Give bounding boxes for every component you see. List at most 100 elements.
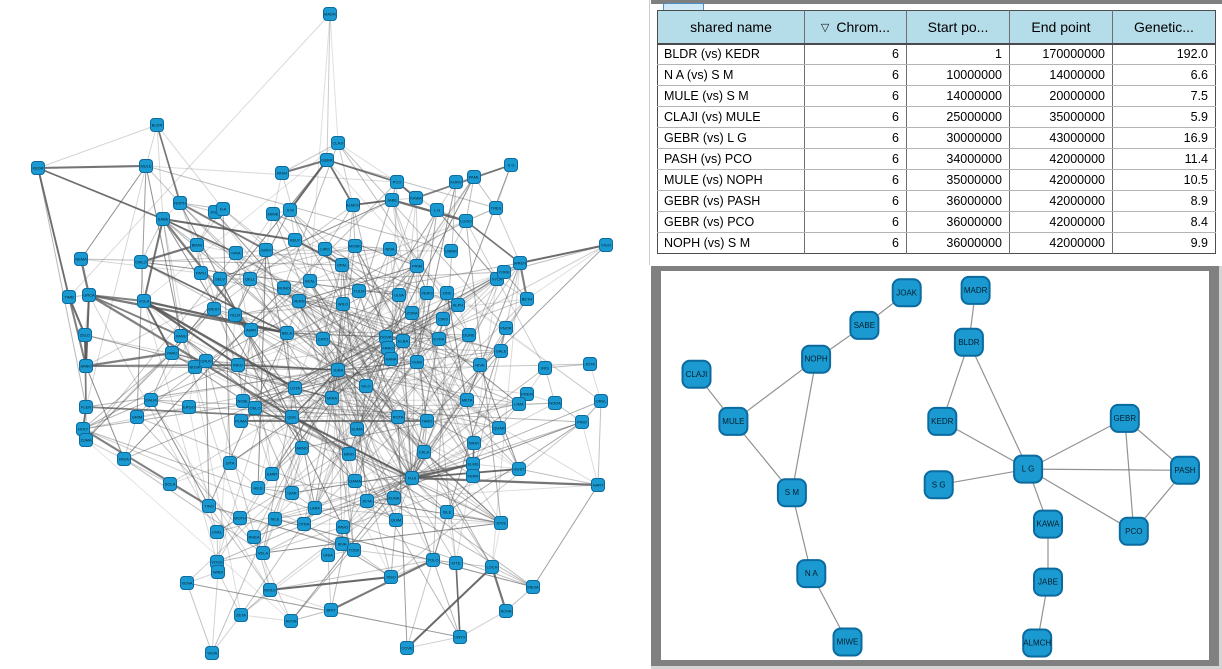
network-node[interactable]: NOVA xyxy=(499,604,513,618)
network-node[interactable]: QUAR xyxy=(492,421,506,435)
network-node[interactable]: KELP xyxy=(288,233,302,247)
network-node[interactable]: TRES xyxy=(489,201,503,215)
table-cell[interactable]: 42000000 xyxy=(1009,190,1113,212)
table-row[interactable]: MULE (vs) S M 6 14000000 20000000 7.5 xyxy=(657,85,1216,107)
network-node[interactable]: L G xyxy=(430,203,444,217)
network-node[interactable]: FNOR xyxy=(499,321,513,335)
network-node[interactable]: JURA xyxy=(331,363,345,377)
table-cell[interactable]: PASH (vs) PCO xyxy=(657,148,805,170)
network-node[interactable]: VERN xyxy=(292,294,306,308)
network-node[interactable]: UVAL xyxy=(210,525,224,539)
table-cell[interactable]: GEBR (vs) PASH xyxy=(657,190,805,212)
network-node[interactable]: XENA xyxy=(180,576,194,590)
network-node[interactable]: ONYX xyxy=(453,630,467,644)
network-node[interactable]: ALMCH xyxy=(346,198,360,212)
network-node[interactable]: KAWA xyxy=(409,191,423,205)
network-node[interactable]: KAWA xyxy=(1033,509,1063,539)
network-node[interactable]: EYRA xyxy=(432,332,446,346)
table-cell[interactable]: 35000000 xyxy=(906,169,1010,191)
network-node[interactable]: CLAJI xyxy=(681,359,712,389)
network-node[interactable]: JUNO xyxy=(259,243,273,257)
table-cell[interactable]: 8.9 xyxy=(1112,190,1216,212)
network-node[interactable]: CIRO xyxy=(436,312,450,326)
network-node[interactable]: ISLE xyxy=(440,505,454,519)
table-cell[interactable]: 192.0 xyxy=(1112,43,1216,65)
network-node[interactable]: SABE xyxy=(156,212,170,226)
network-node[interactable]: WILO xyxy=(336,297,350,311)
network-node[interactable]: SUMA xyxy=(350,422,364,436)
network-node[interactable]: MOSK xyxy=(348,239,362,253)
network-node[interactable]: ELBA xyxy=(396,334,410,348)
network-node[interactable]: HANA xyxy=(384,352,398,366)
table-row[interactable]: CLAJI (vs) MULE 6 25000000 35000000 5.9 xyxy=(657,106,1216,128)
network-node[interactable]: OREL xyxy=(594,394,608,408)
network-node[interactable]: META xyxy=(460,393,474,407)
network-node[interactable]: RIGA xyxy=(117,452,131,466)
network-node[interactable]: JOTA xyxy=(583,357,597,371)
network-node[interactable]: N A xyxy=(216,202,230,216)
network-node[interactable]: YORK xyxy=(497,265,511,279)
network-node[interactable]: ZUMA xyxy=(79,433,93,447)
network-node[interactable]: PCO xyxy=(390,175,404,189)
network-node[interactable]: ROTA xyxy=(391,410,405,424)
network-node[interactable]: XANU xyxy=(174,329,188,343)
table-cell[interactable]: 7.5 xyxy=(1112,85,1216,107)
network-node[interactable]: EMIR xyxy=(265,467,279,481)
network-node[interactable]: SELV xyxy=(213,272,227,286)
network-node[interactable]: PAML xyxy=(467,170,481,184)
table-cell[interactable]: GEBR (vs) L G xyxy=(657,127,805,149)
network-node[interactable]: DRAY xyxy=(467,436,481,450)
table-cell[interactable]: 42000000 xyxy=(1009,211,1113,233)
table-cell[interactable]: 10000000 xyxy=(906,64,1010,86)
network-node[interactable]: PUMA xyxy=(234,414,248,428)
network-node[interactable]: GEBR xyxy=(320,153,334,167)
network-node[interactable]: HIVE xyxy=(473,358,487,372)
table-cell[interactable]: 6 xyxy=(804,148,907,170)
network-node[interactable]: DALM xyxy=(144,393,158,407)
network-node[interactable]: JETA xyxy=(360,494,374,508)
table-cell[interactable]: 9.9 xyxy=(1112,232,1216,254)
network-node[interactable]: BELA xyxy=(280,326,294,340)
network-node[interactable]: MADR xyxy=(960,275,991,305)
network-node[interactable]: FUJI xyxy=(405,471,419,485)
network-node[interactable]: LUGO xyxy=(459,214,473,228)
table-cell[interactable]: MULE (vs) NOPH xyxy=(657,169,805,191)
network-node[interactable]: YARO xyxy=(165,346,179,360)
network-node[interactable]: NILE xyxy=(268,512,282,526)
network-node[interactable]: FERN xyxy=(466,469,480,483)
network-node[interactable]: JOAK xyxy=(891,278,922,308)
network-node[interactable]: ISAR xyxy=(285,486,299,500)
network-node[interactable]: PATU xyxy=(194,266,208,280)
network-node[interactable]: BRIO xyxy=(342,447,356,461)
table-cell[interactable]: MULE (vs) S M xyxy=(657,85,805,107)
network-node[interactable]: S M xyxy=(283,203,297,217)
network-node[interactable]: AVON xyxy=(284,614,298,628)
network-node[interactable]: ALPH xyxy=(451,298,465,312)
network-node[interactable]: FLEN xyxy=(79,400,93,414)
table-cell[interactable]: 20000000 xyxy=(1009,85,1113,107)
network-node[interactable]: SKAL xyxy=(303,274,317,288)
network-node[interactable]: MIWE xyxy=(832,627,863,657)
network-node[interactable]: YELM xyxy=(228,308,242,322)
network-node[interactable]: VELA xyxy=(256,546,270,560)
network-node[interactable]: NODA xyxy=(548,396,562,410)
network-node[interactable]: NEMA xyxy=(74,252,88,266)
network-node[interactable]: CLAJI xyxy=(331,136,345,150)
network-node[interactable]: ULVA xyxy=(392,288,406,302)
network-node[interactable]: RUNO xyxy=(277,281,291,295)
network-node[interactable]: MIRA xyxy=(325,391,339,405)
network-node[interactable]: YOLO xyxy=(426,553,440,567)
network-node[interactable]: JOVE xyxy=(494,516,508,530)
network-node[interactable]: ARBO xyxy=(79,359,93,373)
table-cell[interactable]: 6 xyxy=(804,169,907,191)
table-cell[interactable]: 5.9 xyxy=(1112,106,1216,128)
table-cell[interactable]: 36000000 xyxy=(906,211,1010,233)
network-node[interactable]: MULE xyxy=(718,406,749,436)
network-node[interactable]: QUIM xyxy=(389,513,403,527)
network-node[interactable]: ZETA xyxy=(234,608,248,622)
network-node[interactable]: S G xyxy=(504,158,518,172)
table-cell[interactable]: 36000000 xyxy=(906,232,1010,254)
network-node[interactable]: CRUV xyxy=(199,354,213,368)
table-cell[interactable]: 6 xyxy=(804,106,907,128)
network-node[interactable]: HART xyxy=(591,478,605,492)
